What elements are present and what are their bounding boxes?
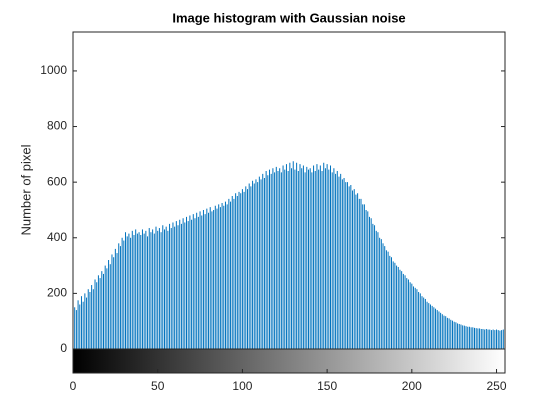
y-tick-label: 200: [47, 286, 67, 300]
x-tick-label: 250: [487, 379, 507, 393]
chart-title: Image histogram with Gaussian noise: [172, 10, 405, 25]
x-tick-label: 100: [232, 379, 252, 393]
y-tick-label: 1000: [40, 63, 67, 77]
x-tick-label: 150: [317, 379, 337, 393]
x-tick-label: 200: [402, 379, 422, 393]
y-tick-label: 600: [47, 174, 67, 188]
y-tick-label: 0: [60, 341, 67, 355]
y-tick-label: 400: [47, 230, 67, 244]
y-axis-label: Number of pixel: [18, 144, 33, 235]
axes-box: [72, 31, 506, 374]
y-tick-label: 800: [47, 119, 67, 133]
x-tick-label: 50: [151, 379, 165, 393]
stems: [72, 32, 506, 349]
x-tick-label: 0: [70, 379, 77, 393]
colorbar: [73, 349, 505, 373]
